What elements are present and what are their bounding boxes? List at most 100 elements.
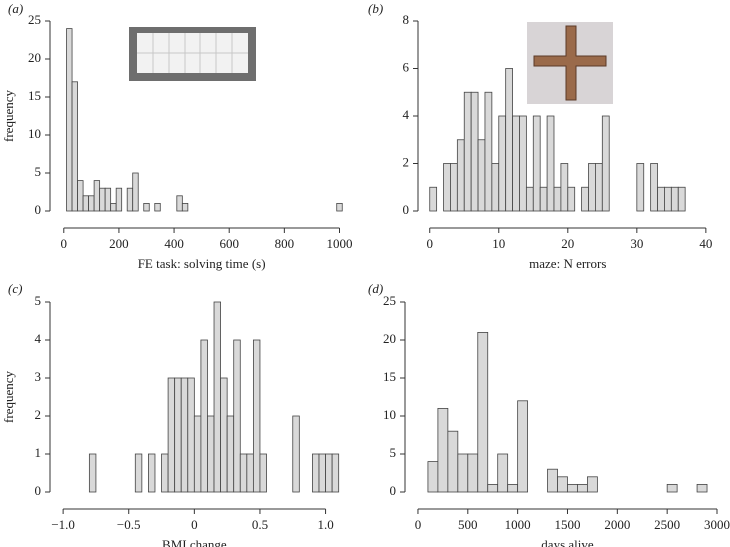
y-axis-label: frequency [1, 371, 16, 423]
histogram-bar [457, 453, 469, 493]
x-tick-label: 0 [61, 236, 68, 251]
histogram-bar [167, 377, 176, 493]
panel-label: (b) [368, 1, 383, 16]
y-tick-label: 0 [390, 483, 397, 498]
x-tick-label: 500 [458, 517, 478, 532]
histogram-bar [200, 339, 208, 493]
histogram-bar [636, 163, 645, 212]
y-tick-label: 8 [403, 12, 410, 27]
histogram-bar [567, 186, 576, 212]
histogram-bar [477, 331, 489, 493]
histogram-bar [467, 453, 479, 493]
histogram-bar [677, 186, 686, 212]
histogram-bar [595, 163, 603, 212]
histogram-bar [443, 163, 451, 212]
inset-photo-b [527, 22, 613, 104]
histogram-bar [213, 301, 221, 493]
histogram-bar [463, 91, 472, 212]
histogram-bar [143, 202, 150, 212]
histogram-bar [181, 202, 189, 212]
histogram-bar [497, 453, 509, 493]
histogram-bar [519, 115, 527, 212]
histogram-bar [71, 81, 78, 212]
histogram-bar [77, 180, 84, 212]
histogram-bar [233, 339, 241, 493]
y-tick-label: 20 [383, 331, 396, 346]
histogram-bar [193, 415, 202, 493]
y-tick-label: 2 [403, 154, 410, 169]
x-tick-label: 30 [630, 236, 643, 251]
panel-label: (c) [8, 281, 22, 296]
histogram-bar [427, 461, 439, 493]
histogram-bar [696, 483, 708, 493]
histogram-bar [88, 195, 95, 212]
histogram-bar [226, 415, 235, 493]
histogram-bar [587, 476, 598, 493]
histogram-bar [477, 139, 486, 212]
y-tick-label: 3 [35, 369, 42, 384]
histogram-bar [547, 468, 558, 493]
histogram-bar [99, 187, 106, 212]
histogram-bar [207, 415, 215, 493]
x-tick-label: 2000 [604, 517, 630, 532]
histogram-bar [437, 407, 449, 493]
histogram-bar [577, 483, 588, 493]
histogram-bar [553, 186, 562, 212]
y-tick-label: 2 [35, 407, 42, 422]
x-axis-label: maze: N errors [529, 256, 606, 271]
histogram-bar [581, 186, 589, 212]
y-tick-label: 5 [35, 293, 42, 308]
histogram-bar [601, 115, 610, 212]
histogram-bar [498, 115, 507, 212]
histogram-bar [588, 163, 596, 212]
x-tick-label: 2500 [654, 517, 680, 532]
histogram-bar [532, 115, 541, 212]
histogram-bar [560, 163, 569, 212]
histogram-bar [88, 453, 97, 493]
histogram-bar [517, 400, 529, 493]
y-tick-label: 25 [28, 12, 41, 27]
x-tick-label: 20 [561, 236, 574, 251]
histogram-bar [82, 195, 89, 212]
histogram-bar [126, 187, 134, 212]
x-tick-label: −0.5 [117, 517, 141, 532]
histogram-bar [491, 163, 500, 212]
panel-label: (d) [368, 281, 383, 296]
histogram-bar [484, 91, 493, 212]
y-tick-label: 10 [28, 126, 41, 141]
histogram-bar [447, 430, 459, 493]
histogram-bar [487, 483, 499, 493]
histogram-bar [670, 186, 679, 212]
histogram-bar [557, 476, 568, 493]
x-axis-label: days alive [541, 537, 594, 547]
x-tick-label: 3000 [704, 517, 730, 532]
histogram-bar [180, 377, 189, 493]
x-tick-label: 40 [699, 236, 712, 251]
y-tick-label: 20 [28, 50, 41, 65]
histogram-bar [239, 453, 248, 493]
histogram-bar [252, 339, 261, 493]
y-tick-label: 25 [383, 293, 396, 308]
y-tick-label: 0 [35, 202, 42, 217]
y-tick-label: 5 [390, 445, 397, 460]
y-tick-label: 5 [35, 164, 42, 179]
histogram-bar [546, 115, 555, 212]
histogram-bar [176, 195, 183, 212]
x-tick-label: 400 [164, 236, 184, 251]
histogram-bar [664, 186, 672, 212]
histogram-bar [93, 180, 101, 212]
histogram-bar [110, 202, 117, 212]
histogram-bar [318, 453, 326, 493]
x-tick-label: 0.5 [252, 517, 268, 532]
histogram-bar [187, 377, 195, 493]
histogram-bar [154, 202, 161, 212]
histogram-bar [650, 163, 658, 212]
x-tick-label: 1500 [554, 517, 580, 532]
y-tick-label: 0 [403, 202, 410, 217]
panel-label: (a) [8, 1, 23, 16]
x-tick-label: 1000 [326, 236, 352, 251]
histogram-bar [666, 483, 678, 493]
histogram-bar [657, 186, 665, 212]
histogram-bar [429, 186, 438, 212]
histogram-bar [512, 115, 520, 212]
